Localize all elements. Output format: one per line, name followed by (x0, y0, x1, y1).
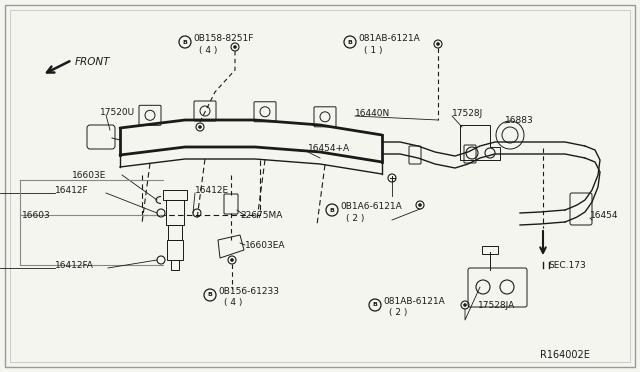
Text: R164002E: R164002E (540, 350, 590, 360)
Circle shape (233, 45, 237, 49)
Text: SEC.173: SEC.173 (548, 260, 586, 269)
Text: 22675MA: 22675MA (240, 211, 282, 219)
Text: ( 2 ): ( 2 ) (389, 308, 408, 317)
Text: 16454: 16454 (590, 211, 618, 219)
Text: 16412FA: 16412FA (55, 260, 94, 269)
Text: 081AB-6121A: 081AB-6121A (383, 296, 445, 305)
Bar (171, 260, 179, 270)
Bar (166, 200, 184, 225)
Text: 16412F: 16412F (55, 186, 88, 195)
Text: ( 4 ): ( 4 ) (224, 298, 243, 308)
Circle shape (230, 258, 234, 262)
Text: FRONT: FRONT (75, 57, 111, 67)
Text: 081AB-6121A: 081AB-6121A (358, 33, 420, 42)
Text: 16603E: 16603E (72, 170, 106, 180)
Text: ( 1 ): ( 1 ) (364, 45, 383, 55)
Circle shape (436, 42, 440, 46)
Text: 16603EA: 16603EA (245, 241, 285, 250)
Text: B: B (182, 39, 188, 45)
Text: 17528J: 17528J (452, 109, 483, 118)
Circle shape (418, 203, 422, 207)
Bar (163, 190, 187, 200)
Text: 0B1A6-6121A: 0B1A6-6121A (340, 202, 402, 211)
Text: B: B (372, 302, 378, 308)
Circle shape (463, 303, 467, 307)
Text: 0B156-61233: 0B156-61233 (218, 286, 279, 295)
Text: 16603: 16603 (22, 211, 51, 219)
Text: ( 2 ): ( 2 ) (346, 214, 364, 222)
Text: 17528JA: 17528JA (478, 301, 515, 310)
Text: ( 4 ): ( 4 ) (199, 45, 218, 55)
Text: 17520U: 17520U (100, 108, 135, 116)
Text: B: B (207, 292, 212, 298)
Text: 16454+A: 16454+A (308, 144, 350, 153)
Text: 0B158-8251F: 0B158-8251F (193, 33, 253, 42)
Bar (482, 246, 498, 254)
Text: B: B (330, 208, 335, 212)
Text: 16412E: 16412E (195, 186, 229, 195)
Text: 16440N: 16440N (355, 109, 390, 118)
Circle shape (198, 125, 202, 129)
Bar (168, 225, 182, 240)
Text: 16883: 16883 (505, 115, 534, 125)
Bar (167, 240, 183, 260)
Text: B: B (348, 39, 353, 45)
